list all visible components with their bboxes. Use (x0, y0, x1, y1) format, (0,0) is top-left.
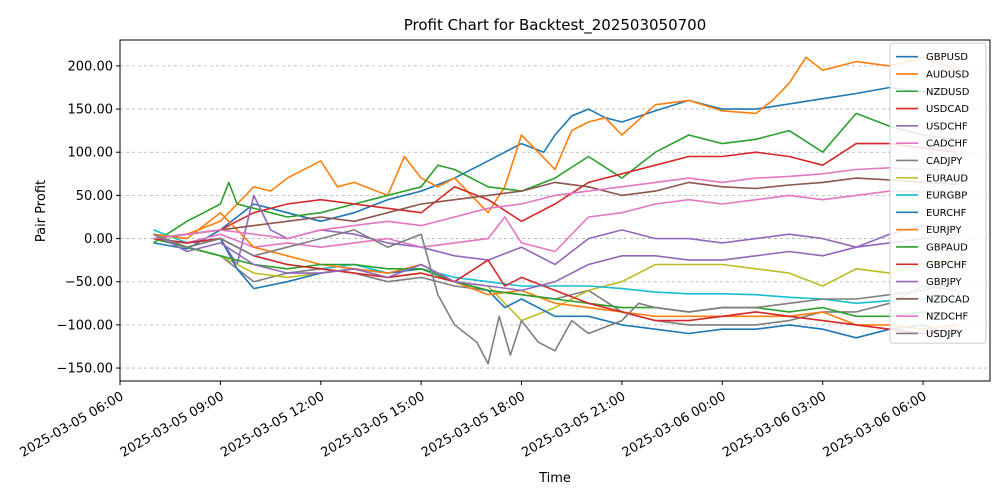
series-line-cadchf (153, 190, 957, 253)
y-tick-label: −50.00 (65, 275, 113, 290)
y-tick-label: −100.00 (57, 318, 113, 333)
legend-label: GBPUSD (926, 52, 968, 63)
series-line-gbpjpy (153, 233, 957, 292)
legend-label: USDCHF (926, 121, 968, 132)
legend-label: NZDCAD (926, 294, 970, 305)
y-axis-ticks: −150.00 −100.00 −50.00 0.00 50.00 100.00 150.0… (57, 59, 120, 377)
series-line-eurjpy (153, 211, 957, 330)
y-tick-label: 50.00 (76, 189, 113, 204)
series-line-nzdusd (153, 112, 957, 244)
series-line-audusd (153, 56, 957, 240)
series-line-eurchf (153, 237, 957, 339)
legend-label: NZDCHF (926, 312, 969, 323)
legend-label: CADCHF (926, 139, 968, 150)
legend-label: EURCHF (926, 208, 967, 219)
series-line-gbpchf (153, 237, 957, 335)
y-tick-label: 0.00 (84, 232, 113, 247)
legend-box (889, 42, 987, 344)
legend-label: NZDUSD (926, 87, 970, 98)
legend-label: GBPJPY (926, 277, 962, 288)
series-line-gbpaud (153, 237, 957, 319)
legend-label: GBPCHF (926, 260, 967, 271)
legend-label: EURJPY (926, 225, 962, 236)
y-tick-label: 100.00 (68, 146, 114, 161)
legend-label: EURGBP (926, 191, 967, 202)
legend-label: AUDUSD (926, 69, 970, 80)
series-line-usdcad (153, 142, 957, 240)
y-axis-title: Pair Profit (34, 180, 49, 242)
chart-title: Profit Chart for Backtest_202503050700 (404, 16, 707, 35)
y-tick-label: 150.00 (68, 103, 114, 118)
legend-label: EURAUD (926, 173, 968, 184)
x-axis-title: Time (538, 471, 571, 486)
legend-label: USDJPY (926, 329, 963, 340)
legend-label: GBPAUD (926, 242, 968, 253)
y-tick-label: −150.00 (57, 362, 113, 377)
series-line-nzdchf (153, 167, 957, 240)
series-line-euraud (153, 237, 957, 322)
y-tick-label: 200.00 (68, 59, 114, 74)
plot-frame (119, 39, 991, 382)
series-line-usdjpy (153, 229, 957, 365)
series-line-usdchf (153, 194, 957, 266)
legend-label: CADJPY (926, 156, 963, 167)
series-lines (153, 56, 957, 365)
series-line-nzdcad (153, 177, 957, 240)
legend: GBPUSD AUDUSD NZDUSD USDCAD USDCHF CADCHF CADJ… (889, 42, 987, 344)
legend-label: USDCAD (926, 104, 969, 115)
